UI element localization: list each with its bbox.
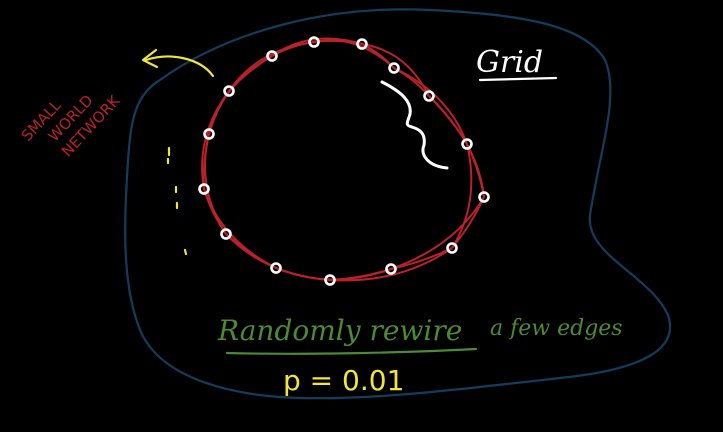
a-few-edges-text: a few edges <box>490 316 623 341</box>
ring-edge-second <box>428 95 485 198</box>
ring-edge-second <box>393 67 468 145</box>
network-node <box>270 262 282 274</box>
network-node <box>356 38 368 50</box>
ring-edge-second <box>208 55 273 135</box>
ring-edge-near <box>329 268 392 281</box>
ring-edge-second <box>313 39 395 69</box>
network-boundary <box>124 8 671 400</box>
ring-edge-near <box>228 55 273 92</box>
ring-edge-second <box>203 188 277 269</box>
ring-edge-second <box>451 143 473 249</box>
grid-underline <box>478 76 558 82</box>
network-node <box>461 138 473 150</box>
grid-label: Grid <box>476 45 543 80</box>
network-node <box>385 263 397 275</box>
network-node <box>308 36 320 48</box>
ring-edge-second <box>329 247 453 282</box>
ring-edge-second <box>390 196 485 270</box>
network-node <box>446 242 458 254</box>
small-world-label: SMALL WORLD NETWORK <box>18 91 124 160</box>
yellow-arrowhead-icon <box>141 48 159 69</box>
network-node <box>478 191 490 203</box>
yellow-arrow-icon <box>144 55 215 78</box>
ring-edges <box>201 37 485 282</box>
probability-text: p = 0.01 <box>283 364 404 397</box>
network-node <box>223 85 235 97</box>
network-node <box>203 128 215 140</box>
network-node <box>324 274 336 286</box>
network-node <box>198 183 210 195</box>
network-node <box>220 228 232 240</box>
ring-edge-second <box>228 41 315 92</box>
randomly-rewire-text: Randomly rewire <box>217 314 462 347</box>
rewire-underline <box>225 347 478 355</box>
network-node <box>423 90 435 102</box>
network-node <box>266 50 278 62</box>
ring-edge-near <box>428 95 468 145</box>
ring-nodes <box>198 36 490 286</box>
ellipsis-dots <box>166 146 188 256</box>
brace-icon <box>380 80 449 170</box>
network-node <box>388 62 400 74</box>
